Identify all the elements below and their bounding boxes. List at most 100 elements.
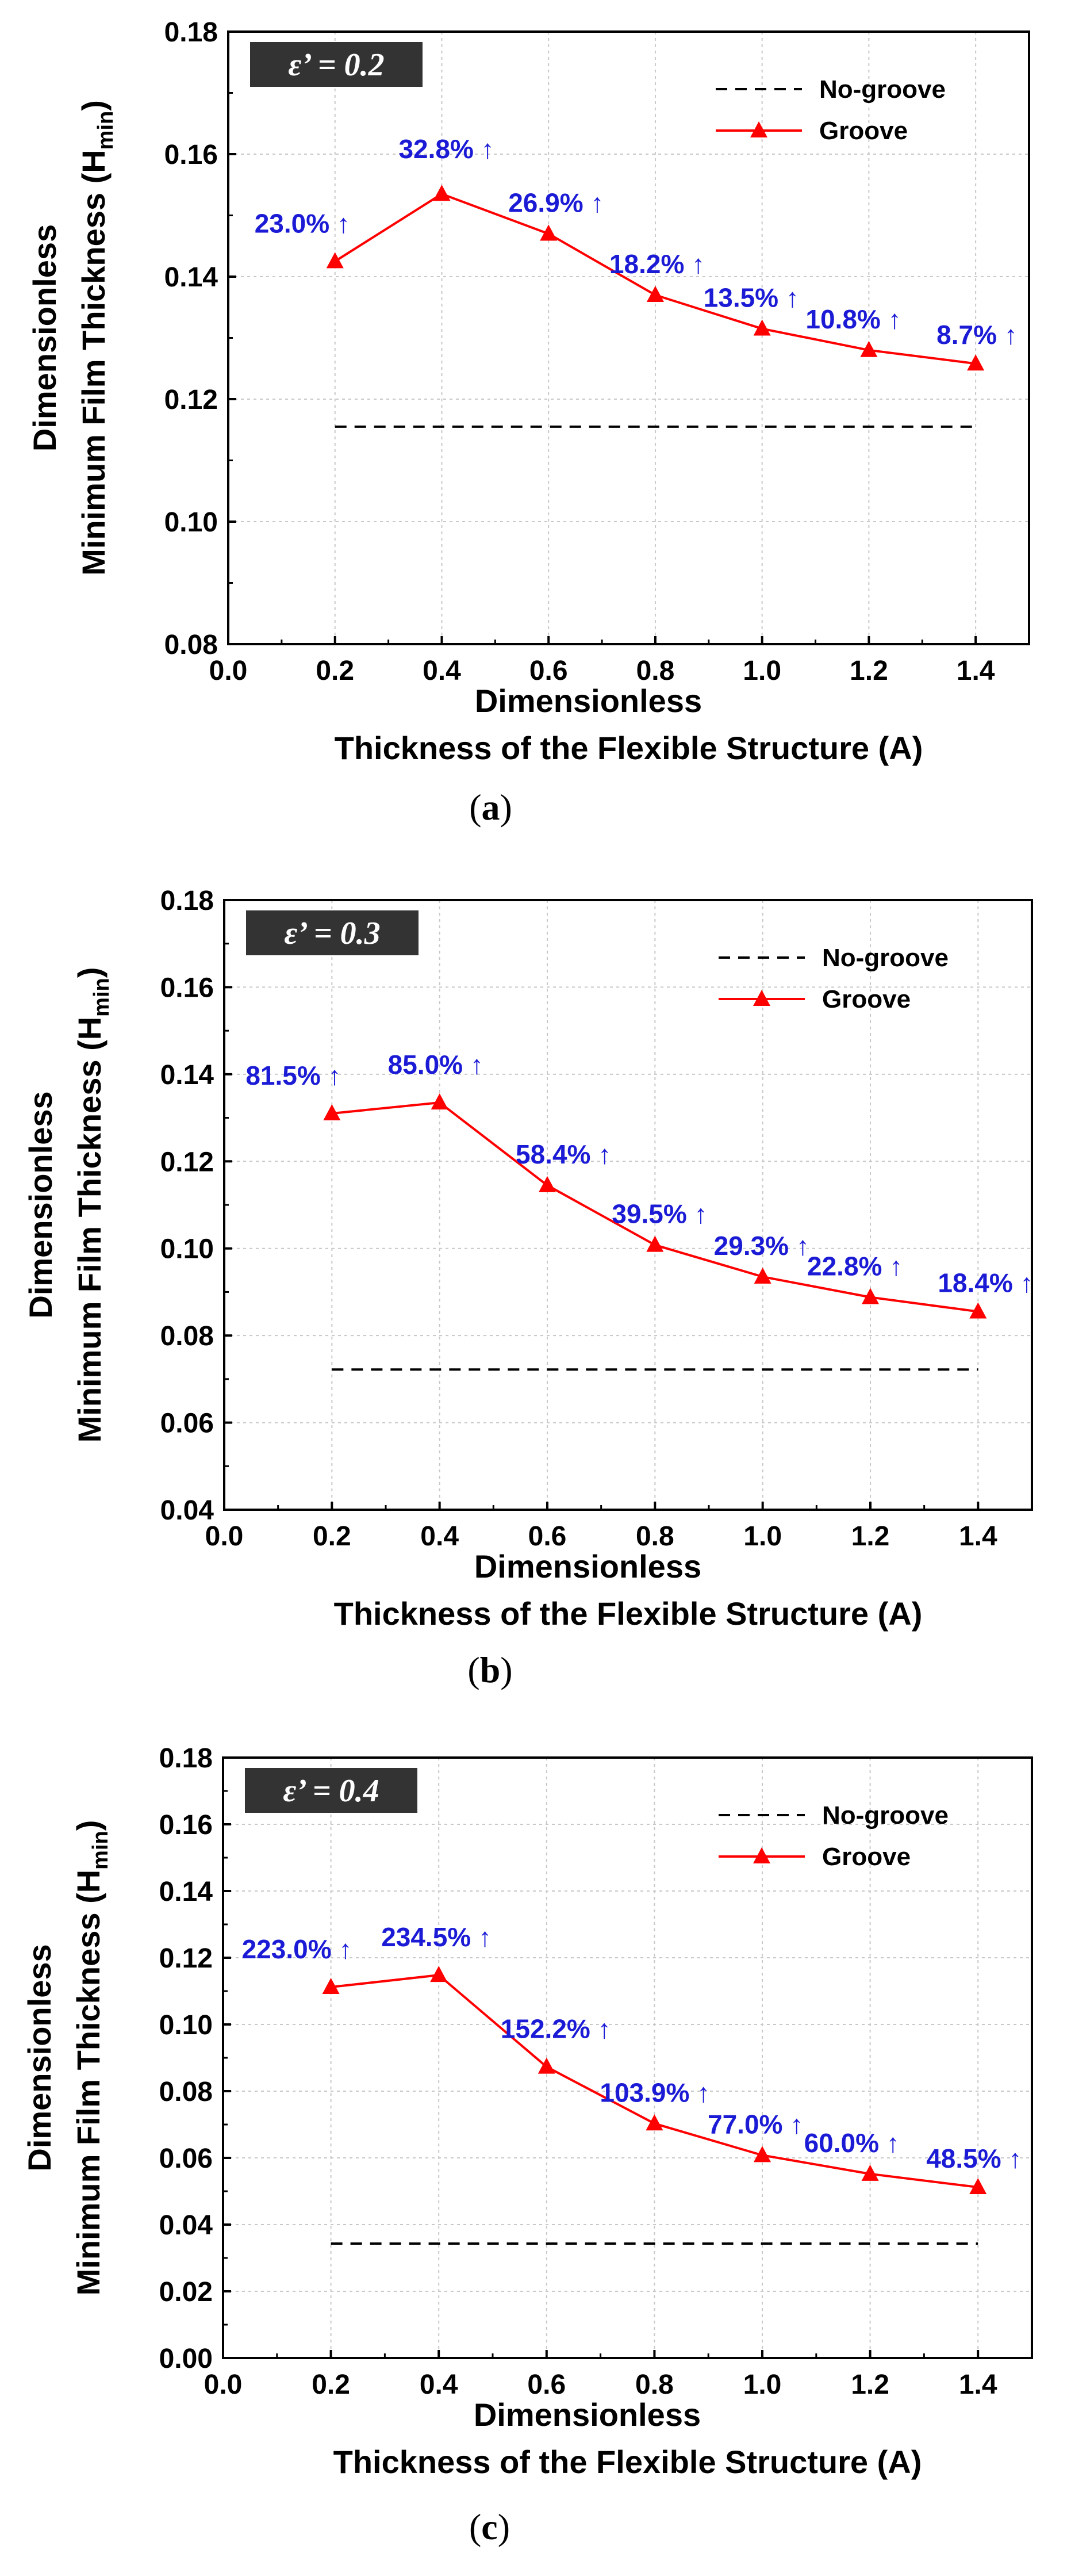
percent-increase-label: 152.2% ↑ [501, 2014, 611, 2044]
y-tick-label: 0.02 [159, 2277, 213, 2307]
percent-increase-label: 81.5% ↑ [245, 1061, 341, 1090]
percent-increase-label: 77.0% ↑ [708, 2109, 803, 2139]
panel-caption: (b) [467, 1649, 512, 1690]
x-tick-label: 1.0 [743, 1521, 782, 1552]
y-axis-title-main: Minimum Film Thickness (H [70, 1870, 106, 2296]
groove-marker [646, 2114, 663, 2131]
groove-marker [646, 285, 664, 302]
groove-marker [539, 1176, 556, 1192]
x-tick-label: 0.2 [316, 656, 354, 686]
x-tick-label: 1.0 [743, 656, 781, 686]
y-tick-label: 0.10 [159, 2010, 213, 2041]
y-tick-label: 0.14 [164, 262, 218, 293]
groove-marker [969, 2178, 987, 2195]
y-tick-label: 0.12 [159, 1943, 213, 1974]
percent-increase-label: 22.8% ↑ [807, 1251, 903, 1281]
y-tick-label: 0.16 [159, 1810, 213, 1840]
groove-marker [753, 319, 771, 336]
groove-marker [431, 1093, 448, 1110]
percent-increase-label: 60.0% ↑ [804, 2128, 900, 2158]
x-axis-title-line2: Thickness of the Flexible Structure (A) [335, 730, 923, 766]
caption-letter: c [481, 2506, 497, 2547]
groove-marker [862, 1288, 879, 1304]
caption-letter: a [482, 787, 500, 828]
y-tick-label: 0.18 [160, 886, 214, 916]
panel-caption: (c) [469, 2506, 510, 2547]
caption-close: ) [500, 787, 512, 828]
y-tick-label: 0.12 [160, 1147, 214, 1177]
chart-panel: 0.0 0.2 0.4 0.6 0.8 1.0 1.2 1.4 0.00 0.02 0.04 0.06… [21, 1743, 1033, 2547]
x-tick-label: 1.2 [851, 1521, 890, 1552]
panel-caption: (a) [469, 787, 512, 828]
percent-increase-label: 223.0% ↑ [242, 1934, 352, 1964]
x-tick-label: 1.2 [851, 2370, 889, 2400]
y-axis-title-close: ) [70, 1820, 106, 1831]
legend-groove-marker [750, 121, 767, 137]
y-axis-title-subscript: min [94, 111, 118, 150]
y-axis-title-line1: Dimensionless [26, 224, 63, 451]
caption-open: ( [469, 787, 481, 828]
x-tick-label: 1.2 [850, 656, 888, 686]
y-tick-label: 0.16 [160, 973, 214, 1003]
y-tick-label: 0.14 [159, 1877, 213, 1907]
percent-increase-label: 32.8% ↑ [398, 134, 494, 164]
groove-marker [323, 1104, 341, 1120]
legend-no-groove-label: No-groove [819, 75, 946, 104]
percent-increase-label: 26.9% ↑ [508, 187, 604, 217]
x-tick-label: 1.4 [957, 656, 995, 686]
epsilon-badge-text: ε’ = 0.4 [283, 1773, 379, 1809]
x-axis-title-line1: Dimensionless [474, 2397, 701, 2433]
groove-marker [754, 2146, 771, 2162]
x-tick-label: 1.4 [959, 2370, 997, 2400]
groove-marker [969, 1302, 987, 1319]
y-tick-label: 0.08 [164, 630, 218, 660]
x-axis-title-line2: Thickness of the Flexible Structure (A) [334, 1595, 923, 1632]
legend-groove-marker [753, 1847, 770, 1863]
percent-increase-label: 29.3% ↑ [714, 1231, 809, 1261]
x-tick-label: 0.2 [312, 2370, 350, 2400]
x-tick-label: 0.4 [420, 2370, 458, 2400]
groove-marker [646, 1235, 664, 1252]
epsilon-badge-text: ε’ = 0.2 [288, 47, 384, 83]
x-tick-label: 0.6 [527, 2370, 566, 2400]
groove-marker [540, 224, 558, 241]
y-axis-title-line2: Minimum Film Thickness (Hmin) [71, 967, 114, 1443]
y-tick-label: 0.18 [159, 1743, 213, 1774]
percent-increase-label: 48.5% ↑ [926, 2144, 1022, 2173]
x-tick-label: 0.8 [636, 1521, 674, 1552]
y-axis-title-line1: Dimensionless [22, 1091, 59, 1318]
y-tick-label: 0.00 [159, 2344, 213, 2374]
y-axis-title-line1: Dimensionless [21, 1944, 57, 2171]
chart-panel: 0.0 0.2 0.4 0.6 0.8 1.0 1.2 1.4 0.08 0.10 0.12 0.14… [26, 17, 1030, 828]
percent-increase-label: 18.2% ↑ [609, 249, 705, 279]
percent-increase-label: 23.0% ↑ [255, 208, 350, 238]
caption-close: ) [500, 1649, 512, 1690]
x-tick-label: 0.0 [204, 2370, 243, 2400]
x-tick-label: 0.4 [420, 1521, 459, 1552]
caption-open: ( [467, 1649, 479, 1690]
y-tick-label: 0.06 [160, 1408, 214, 1439]
percent-increase-label: 58.4% ↑ [516, 1139, 611, 1169]
groove-marker [538, 2057, 555, 2074]
groove-marker [433, 185, 451, 201]
x-axis-title-line2: Thickness of the Flexible Structure (A) [333, 2444, 922, 2480]
legend-no-groove-label: No-groove [822, 944, 949, 972]
y-axis-title-main: Minimum Film Thickness (H [75, 150, 112, 576]
percent-increase-label: 10.8% ↑ [805, 304, 901, 334]
y-tick-label: 0.04 [159, 2210, 213, 2241]
legend-groove-label: Groove [822, 1843, 911, 1871]
y-tick-label: 0.18 [164, 17, 218, 48]
caption-letter: b [480, 1649, 501, 1690]
percent-increase-label: 18.4% ↑ [938, 1268, 1033, 1298]
y-tick-label: 0.14 [160, 1060, 214, 1090]
x-tick-label: 0.6 [528, 1521, 567, 1552]
groove-marker [326, 252, 344, 269]
x-tick-label: 0.0 [209, 656, 248, 686]
caption-close: ) [498, 2506, 510, 2547]
x-tick-label: 0.2 [313, 1521, 351, 1552]
y-axis-title-line2: Minimum Film Thickness (Hmin) [75, 100, 118, 576]
percent-increase-label: 103.9% ↑ [600, 2077, 710, 2107]
y-axis-title-line2: Minimum Film Thickness (Hmin) [70, 1820, 113, 2296]
x-tick-label: 0.8 [636, 656, 675, 686]
